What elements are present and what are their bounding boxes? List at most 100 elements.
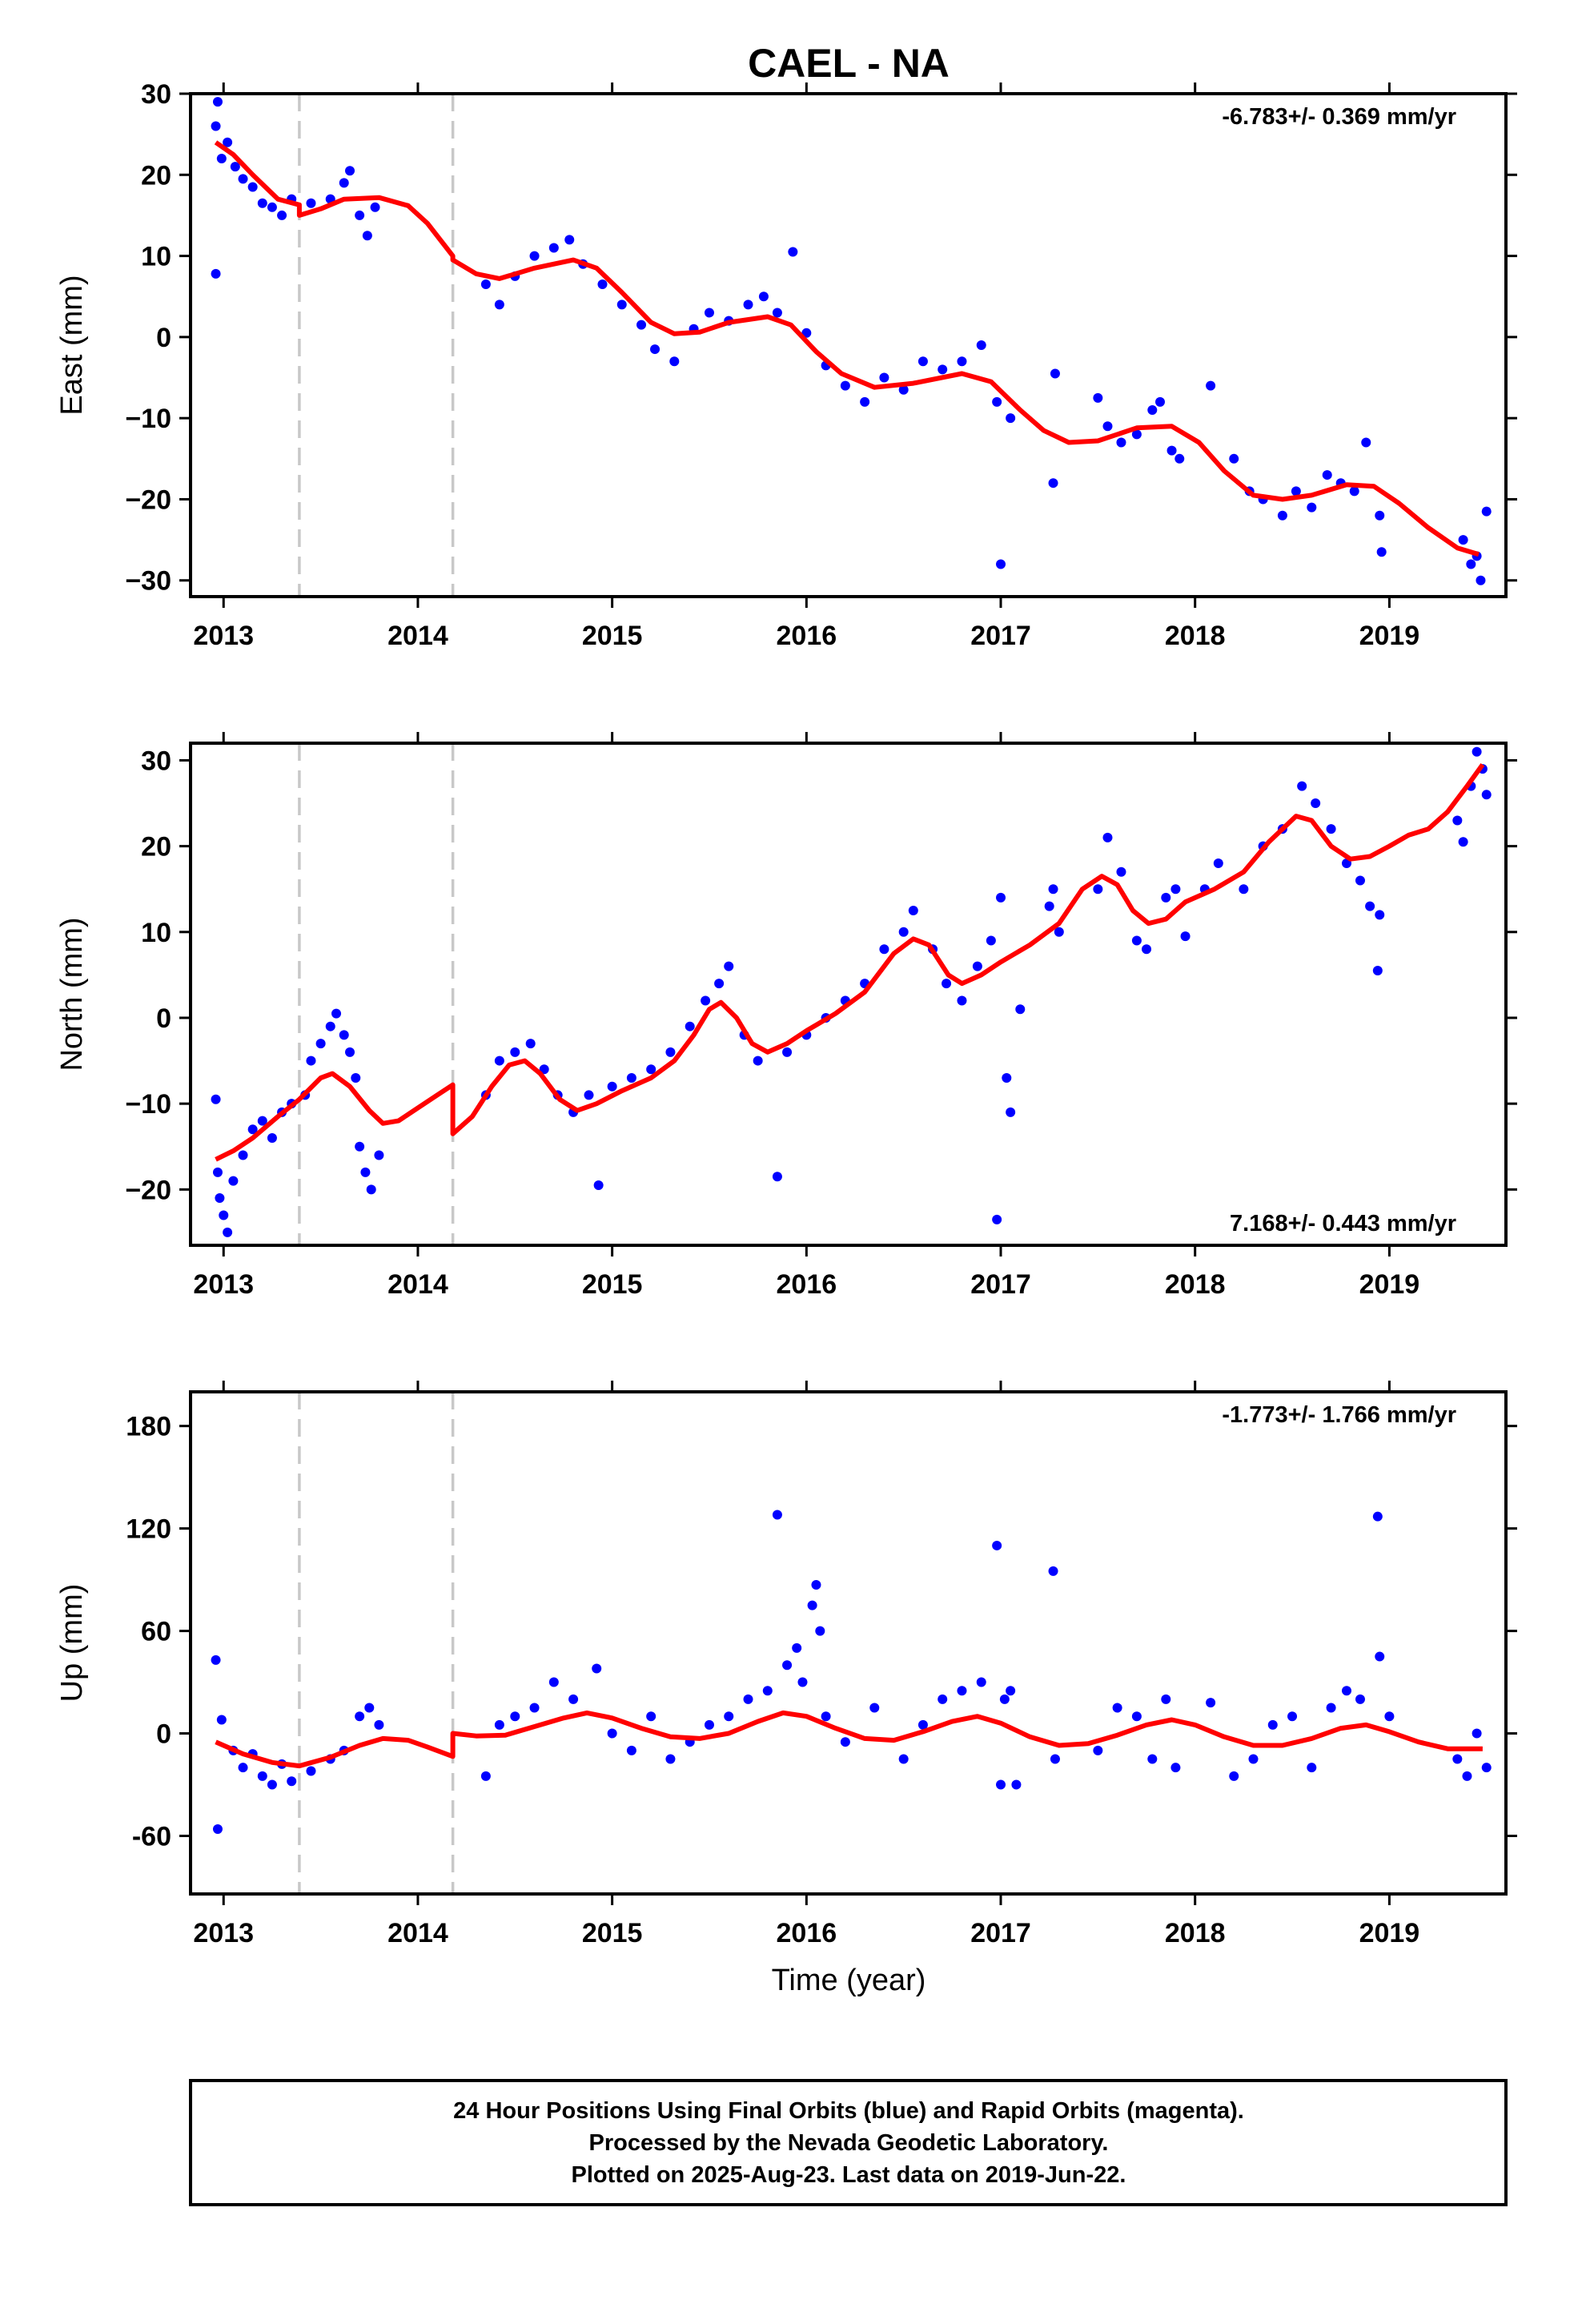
data-point bbox=[1466, 559, 1476, 569]
data-point bbox=[1048, 884, 1058, 895]
data-point bbox=[1384, 1711, 1395, 1722]
data-point bbox=[1326, 1703, 1336, 1713]
data-point bbox=[743, 300, 753, 310]
x-axis-label: Time (year) bbox=[772, 1964, 926, 1997]
data-point bbox=[593, 1180, 604, 1190]
data-point bbox=[704, 1719, 714, 1730]
data-point bbox=[1131, 429, 1142, 440]
data-point bbox=[753, 1055, 763, 1066]
y-tick-label: 10 bbox=[141, 242, 171, 272]
x-tick-label: 2016 bbox=[777, 1269, 837, 1300]
data-point bbox=[976, 1677, 986, 1687]
y-tick-label: 20 bbox=[141, 832, 171, 862]
data-point bbox=[685, 1021, 695, 1031]
data-point bbox=[1161, 892, 1171, 903]
x-tick-label: 2018 bbox=[1165, 1269, 1226, 1300]
caption-line-2: Processed by the Nevada Geodetic Laborat… bbox=[589, 2130, 1109, 2156]
data-point bbox=[480, 1771, 491, 1781]
data-points bbox=[211, 1510, 1492, 1834]
data-point bbox=[898, 1754, 909, 1764]
data-point bbox=[351, 1073, 361, 1083]
data-point bbox=[211, 268, 221, 279]
data-point bbox=[1048, 1566, 1058, 1576]
data-point bbox=[287, 1776, 297, 1787]
data-point bbox=[898, 927, 909, 937]
data-point bbox=[811, 1579, 821, 1590]
data-point bbox=[815, 1626, 825, 1636]
data-point bbox=[223, 137, 233, 147]
data-point bbox=[325, 1021, 335, 1031]
data-point bbox=[228, 1176, 239, 1186]
data-point bbox=[1326, 824, 1336, 834]
data-point bbox=[650, 344, 661, 355]
data-point bbox=[564, 235, 575, 245]
data-point bbox=[917, 1719, 928, 1730]
data-point bbox=[315, 1039, 326, 1049]
data-point bbox=[1291, 486, 1301, 497]
data-point bbox=[568, 1694, 579, 1704]
data-point bbox=[1002, 1073, 1012, 1083]
data-point bbox=[788, 247, 798, 257]
data-point bbox=[306, 198, 316, 208]
panel-2: 30 20 10 0 −10 −20 2013 2014 2015 2016 2017 2018 201… bbox=[55, 732, 1517, 1300]
data-point bbox=[366, 1184, 376, 1195]
data-point bbox=[996, 892, 1006, 903]
data-point bbox=[480, 279, 491, 290]
data-point bbox=[374, 1150, 384, 1160]
data-point bbox=[1322, 470, 1332, 480]
y-tick-label: 0 bbox=[156, 1003, 171, 1034]
data-point bbox=[1277, 510, 1287, 521]
data-point bbox=[584, 1090, 594, 1100]
data-points bbox=[211, 97, 1492, 585]
data-point bbox=[840, 380, 850, 391]
x-tick-label: 2017 bbox=[970, 1269, 1031, 1300]
data-point bbox=[355, 1141, 365, 1152]
data-point bbox=[1476, 575, 1486, 585]
data-point bbox=[374, 1719, 384, 1730]
data-point bbox=[494, 1055, 504, 1066]
data-point bbox=[1112, 1703, 1122, 1713]
data-point bbox=[230, 162, 240, 172]
data-point bbox=[626, 1073, 636, 1083]
x-tick-label: 2014 bbox=[387, 1269, 448, 1300]
data-point bbox=[1006, 1686, 1016, 1696]
x-tick-label: 2015 bbox=[582, 621, 643, 651]
x-tick-label: 2019 bbox=[1359, 1269, 1420, 1300]
x-tick-label: 2015 bbox=[582, 1269, 643, 1300]
data-point bbox=[277, 210, 287, 220]
data-point bbox=[1481, 506, 1492, 517]
caption-box: 24 Hour Positions Using Final Orbits (bl… bbox=[189, 2079, 1508, 2206]
data-point bbox=[1239, 884, 1249, 895]
x-tick-label: 2019 bbox=[1359, 621, 1420, 651]
y-tick-label: 10 bbox=[141, 918, 171, 948]
data-point bbox=[772, 1510, 782, 1520]
data-point bbox=[917, 356, 928, 367]
data-point bbox=[247, 182, 258, 192]
data-point bbox=[1147, 1754, 1158, 1764]
data-point bbox=[1349, 486, 1359, 497]
data-point bbox=[215, 1193, 225, 1204]
data-point bbox=[267, 1133, 277, 1144]
data-point bbox=[879, 372, 889, 383]
x-tick-label: 2013 bbox=[193, 1269, 254, 1300]
data-point bbox=[1458, 837, 1468, 847]
data-point bbox=[1375, 1651, 1385, 1662]
x-tick-label: 2013 bbox=[193, 621, 254, 651]
data-point bbox=[1048, 478, 1058, 489]
data-point bbox=[665, 1754, 676, 1764]
data-point bbox=[972, 961, 982, 971]
data-point bbox=[938, 1694, 948, 1704]
data-point bbox=[797, 1677, 808, 1687]
data-point bbox=[1341, 1686, 1351, 1696]
data-point bbox=[792, 1642, 802, 1653]
data-point bbox=[665, 1047, 676, 1057]
data-point bbox=[860, 396, 870, 407]
data-point bbox=[1376, 547, 1387, 557]
data-point bbox=[1093, 392, 1103, 403]
data-point bbox=[704, 308, 714, 318]
data-point bbox=[807, 1600, 817, 1610]
data-point bbox=[607, 1081, 617, 1092]
data-point bbox=[1365, 901, 1375, 911]
data-point bbox=[1361, 437, 1371, 448]
y-tick-label: 180 bbox=[126, 1412, 171, 1442]
